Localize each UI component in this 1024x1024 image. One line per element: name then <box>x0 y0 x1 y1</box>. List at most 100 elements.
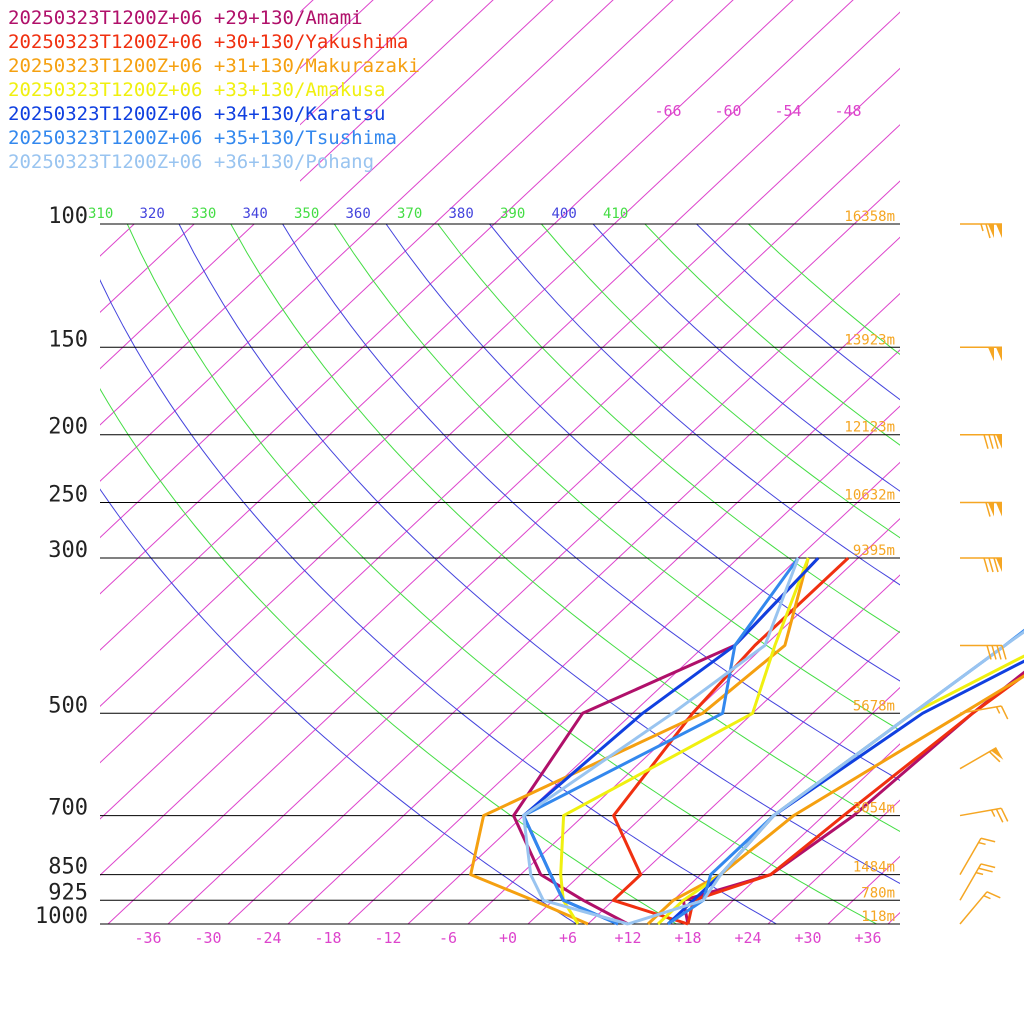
dewpoint-profile-1 <box>611 556 850 926</box>
wind-barb-feather <box>988 557 994 573</box>
wind-barb-feather <box>993 434 999 449</box>
temperature-profile-1 <box>686 673 1024 925</box>
pressure-label-150: 150 <box>48 327 88 352</box>
isotherm-line <box>733 67 900 225</box>
isotherm-line <box>100 224 555 651</box>
temperature-tick-label: +30 <box>794 929 821 947</box>
moist-adiabat-line <box>230 224 900 833</box>
theta-label: 350 <box>294 206 319 222</box>
dry-adiabat-line <box>100 279 778 924</box>
wind-barb-feather <box>986 891 1001 899</box>
temperature-tick-label: -36 <box>134 929 161 947</box>
theta-label: 380 <box>449 206 474 222</box>
wind-barb-feather <box>986 645 992 660</box>
temperature-tick-label: -18 <box>314 929 341 947</box>
isotherm-line <box>707 743 900 924</box>
isotherm-label: -54 <box>774 102 801 120</box>
legend-entry-6: 20250323T1200Z+06 +36+130/Pohang <box>8 151 374 173</box>
temperature-profile-6 <box>627 630 1024 926</box>
wind-barb-feather <box>1000 807 1009 822</box>
height-label-100: 16358m <box>844 209 895 225</box>
wind-barb <box>959 705 1009 720</box>
isotherm-line <box>793 124 900 225</box>
legend: 20250323T1200Z+06 +29+130/Amami20250323T… <box>8 7 420 173</box>
isotherm-line <box>948 224 1024 924</box>
pressure-label-250: 250 <box>48 483 88 508</box>
isotherm-line <box>587 630 900 924</box>
height-label-850: 1484m <box>853 860 895 876</box>
wind-barb <box>960 644 1007 660</box>
moist-adiabat-line <box>333 224 900 731</box>
isotherm-line <box>887 912 900 924</box>
temperature-tick-label: -12 <box>374 929 401 947</box>
theta-label: 410 <box>603 206 628 222</box>
pressure-label-300: 300 <box>48 538 88 563</box>
legend-entry-4: 20250323T1200Z+06 +34+130/Karatsu <box>8 103 386 125</box>
isotherm-line <box>613 0 854 225</box>
isotherm-line <box>467 518 900 924</box>
isotherm-line <box>347 405 900 924</box>
legend-entry-0: 20250323T1200Z+06 +29+130/Amami <box>8 7 363 29</box>
legend-entry-2: 20250323T1200Z+06 +31+130/Makurazaki <box>8 55 420 77</box>
temperature-tick-label: +18 <box>674 929 701 947</box>
adiabat-lines <box>100 224 900 924</box>
isotherm-line <box>300 0 434 126</box>
isotherm-line <box>373 0 614 225</box>
isotherm-line <box>300 0 494 182</box>
isotherm-lines <box>0 224 1024 924</box>
wind-barb <box>960 557 1002 573</box>
isotherm-line <box>767 799 900 924</box>
temperature-tick-label: -30 <box>194 929 221 947</box>
wind-barb-feather <box>988 751 1001 763</box>
height-label-200: 12123m <box>844 420 895 436</box>
wind-barb-shaft <box>959 705 1002 715</box>
legend-entry-3: 20250323T1200Z+06 +33+130/Amakusa <box>8 79 386 101</box>
wind-barb-feather <box>985 502 991 517</box>
height-label-1000: 118m <box>861 909 895 925</box>
temperature-profile-4 <box>666 659 1024 926</box>
wind-barb-feather <box>980 863 996 869</box>
dry-adiabat-line <box>385 224 900 682</box>
isotherm-line <box>100 224 675 764</box>
isobar-lines <box>100 223 900 925</box>
theta-label: 320 <box>140 206 165 222</box>
wind-barb-shaft <box>959 807 1002 817</box>
legend-entry-1: 20250323T1200Z+06 +30+130/Yakushima <box>8 31 408 53</box>
height-label-150: 13923m <box>844 332 895 348</box>
wind-barb-half-feather <box>990 809 996 817</box>
isotherm-line <box>0 224 14 924</box>
temperature-profile-0 <box>681 670 1024 925</box>
temperature-profile-2 <box>646 674 1024 926</box>
wind-barb-feather <box>985 223 991 239</box>
wind-barb-feather <box>983 434 989 449</box>
isotherm-line <box>100 224 375 482</box>
height-label-500: 5678m <box>853 698 895 714</box>
wind-barb-flag <box>988 224 994 238</box>
isotherm-line <box>1008 224 1024 924</box>
isotherm-line <box>227 292 900 924</box>
isotherm-line <box>100 224 495 595</box>
theta-label: 360 <box>346 206 371 222</box>
wind-barb-feather <box>978 867 993 873</box>
height-label-925: 780m <box>861 885 895 901</box>
isotherm-line <box>100 224 795 876</box>
wind-barb-flag <box>996 434 1002 449</box>
wind-barb-feather <box>991 645 997 660</box>
isotherm-line <box>287 349 900 924</box>
moist-adiabat-line <box>541 224 900 539</box>
wind-barb-half-feather <box>975 871 984 876</box>
isotherm-line <box>100 224 615 708</box>
sounding-series <box>469 556 1024 926</box>
wind-barb <box>959 747 1004 770</box>
pressure-label-850: 850 <box>48 855 88 880</box>
wind-barb-shaft <box>959 747 997 770</box>
pressure-label-200: 200 <box>48 415 88 440</box>
isotherm-line <box>853 180 900 225</box>
isotherm-line <box>313 0 554 225</box>
dry-adiabat-line <box>489 224 900 586</box>
pressure-label-700: 700 <box>48 796 88 821</box>
theta-label: 400 <box>552 206 577 222</box>
temperature-tick-label: +6 <box>559 929 577 947</box>
wind-barb-feather <box>995 808 1004 823</box>
